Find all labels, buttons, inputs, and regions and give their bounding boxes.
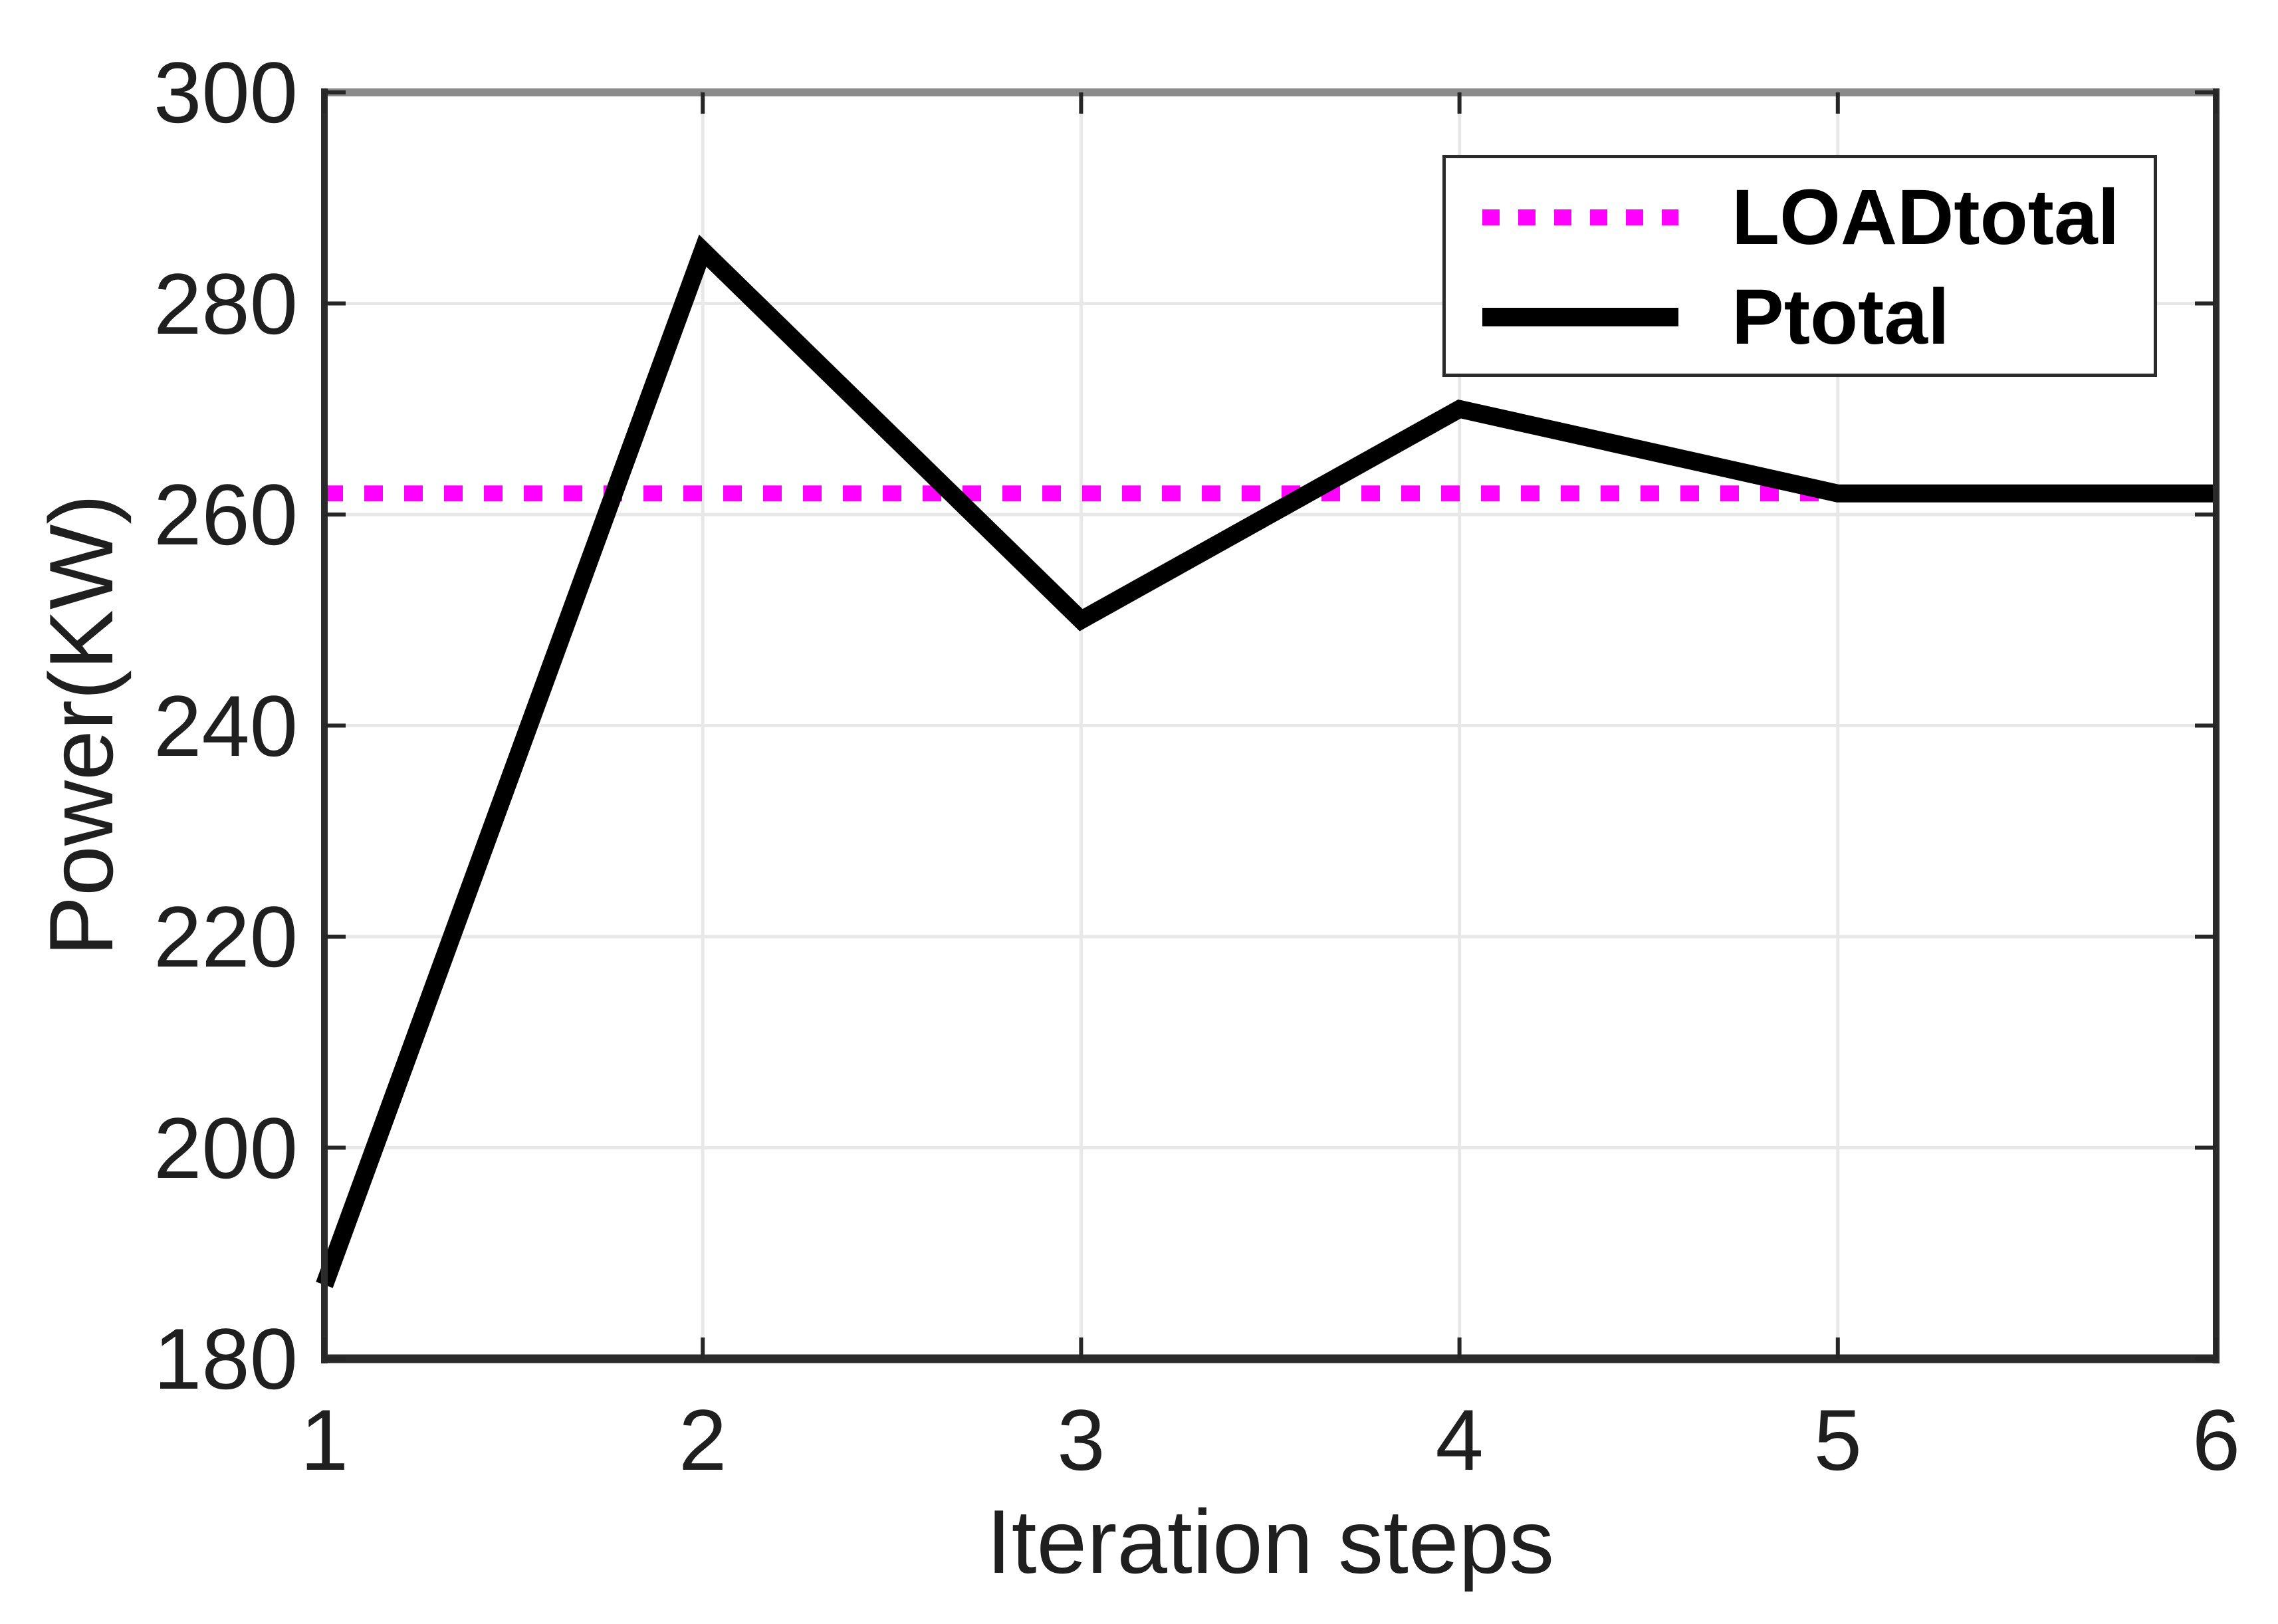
legend-line-sample-loadtotal bbox=[1482, 209, 1678, 225]
x-tick-label: 2 bbox=[679, 1391, 727, 1488]
x-tick-label: 4 bbox=[1435, 1391, 1484, 1488]
y-tick-label: 240 bbox=[154, 677, 298, 774]
y-axis-label: Power(KW) bbox=[31, 494, 132, 957]
legend-item-ptotal: Ptotal bbox=[1446, 267, 2154, 367]
legend-label-ptotal: Ptotal bbox=[1732, 273, 1950, 361]
x-axis-label: Iteration steps bbox=[986, 1491, 1555, 1592]
series-line-ptotal bbox=[316, 234, 2216, 1288]
x-tick-label: 5 bbox=[1813, 1391, 1862, 1488]
y-tick-label: 300 bbox=[154, 44, 298, 141]
legend-line-sample-ptotal bbox=[1482, 308, 1678, 326]
x-tick-label: 6 bbox=[2192, 1391, 2241, 1488]
x-tick-label: 3 bbox=[1057, 1391, 1105, 1488]
y-tick-label: 200 bbox=[154, 1099, 298, 1197]
legend-label-loadtotal: LOADtotal bbox=[1732, 174, 2120, 261]
y-tick-label: 280 bbox=[154, 255, 298, 352]
y-tick-label: 180 bbox=[154, 1310, 298, 1407]
legend: LOADtotal Ptotal bbox=[1442, 155, 2157, 377]
y-tick-label: 260 bbox=[154, 466, 298, 563]
legend-item-loadtotal: LOADtotal bbox=[1446, 168, 2154, 267]
y-tick-label: 220 bbox=[154, 888, 298, 985]
x-tick-label: 1 bbox=[300, 1391, 349, 1488]
